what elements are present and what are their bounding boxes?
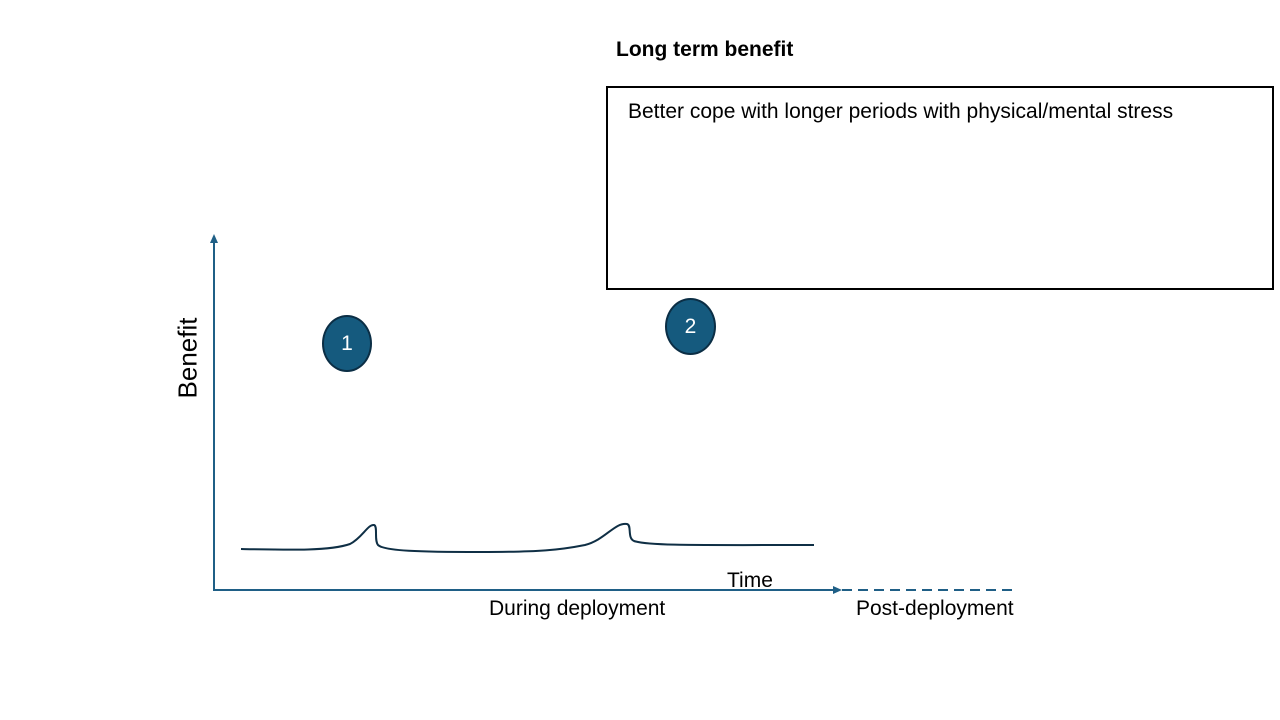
marker-2: 2	[665, 298, 716, 355]
marker-1: 1	[322, 315, 372, 372]
y-axis	[210, 234, 218, 590]
post-deployment-label: Post-deployment	[856, 597, 1014, 620]
y-axis-arrowhead	[210, 234, 218, 243]
long-term-benefit-title: Long term benefit	[616, 38, 794, 61]
x-axis-arrowhead	[833, 586, 842, 594]
y-axis-label: Benefit	[172, 317, 203, 399]
x-axis	[213, 586, 1018, 594]
x-axis-label: Time	[727, 569, 773, 592]
benefit-description-box: Better cope with longer periods with phy…	[606, 86, 1274, 290]
benefit-description-text: Better cope with longer periods with phy…	[628, 100, 1174, 123]
during-deployment-label: During deployment	[489, 597, 666, 620]
benefit-curve	[240, 522, 815, 554]
